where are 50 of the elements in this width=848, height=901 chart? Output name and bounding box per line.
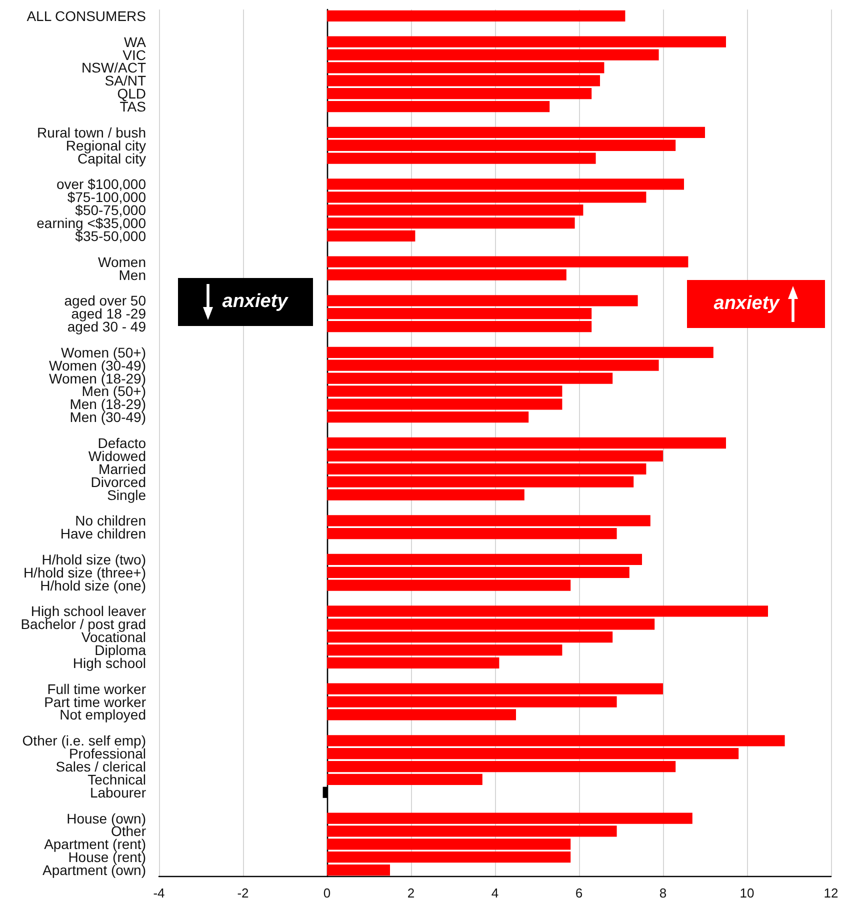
y-tick-label: Apartment (rent) [44, 836, 146, 852]
bar [327, 204, 584, 216]
bar [327, 412, 529, 423]
bar [327, 295, 638, 306]
y-tick-label: House (own) [66, 810, 146, 826]
bar [327, 100, 550, 112]
x-tick-label: 2 [407, 886, 415, 900]
x-tick-label: 4 [491, 886, 499, 900]
bar [327, 735, 785, 746]
bar [327, 632, 613, 643]
bar [327, 864, 390, 876]
bar [327, 463, 646, 474]
y-tick-label: aged over 50 [64, 292, 146, 309]
bar [327, 554, 642, 566]
y-tick-label: High school leaver [30, 603, 146, 620]
y-tick-label: Diploma [94, 642, 146, 658]
bar [327, 760, 676, 772]
bar [327, 346, 714, 358]
y-tick-label: ALL CONSUMERS [26, 8, 146, 24]
bar [327, 88, 592, 100]
bar [327, 437, 726, 449]
bar [327, 515, 650, 526]
y-tick-label: H/hold size (two) [42, 551, 146, 568]
x-tick-label: 6 [575, 886, 583, 900]
y-tick-label: Other (i.e. self emp) [22, 732, 146, 749]
x-tick-label: -4 [153, 886, 165, 900]
bar [327, 320, 592, 332]
bar [327, 10, 626, 22]
bar [327, 580, 571, 591]
bar [327, 644, 562, 656]
bar [327, 774, 482, 786]
annotation: anxiety [222, 291, 288, 313]
x-tick-label: 0 [323, 886, 331, 900]
x-tick-label: 8 [659, 886, 667, 900]
bar [327, 657, 500, 669]
bar [327, 217, 575, 229]
x-tick-label: 10 [740, 886, 754, 900]
y-tick-label: Women (50+) [61, 344, 146, 360]
bar [327, 528, 617, 540]
bar [327, 748, 739, 760]
bar [327, 230, 416, 242]
bar [327, 308, 592, 320]
x-tick-label: -2 [237, 886, 249, 900]
y-tick-label: over $100,000 [56, 176, 146, 192]
bar [327, 126, 705, 138]
bar [327, 450, 663, 462]
bar [327, 852, 571, 863]
bar [327, 566, 630, 578]
annotation: anxiety [714, 293, 780, 315]
x-tick-label: 12 [824, 886, 838, 900]
